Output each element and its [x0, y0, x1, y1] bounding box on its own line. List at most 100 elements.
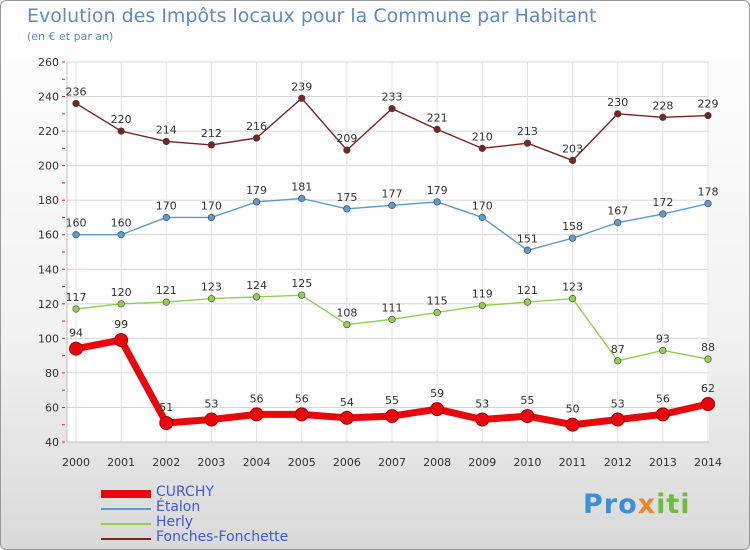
data-point	[207, 213, 216, 222]
data-label: 220	[111, 113, 132, 126]
data-label: 55	[385, 394, 399, 407]
data-point	[433, 198, 441, 206]
legend-swatch	[101, 538, 151, 540]
x-tick-label: 2006	[333, 456, 361, 469]
data-label: 160	[111, 217, 132, 230]
data-point	[252, 198, 261, 206]
data-label: 108	[336, 307, 357, 320]
data-point	[659, 210, 667, 218]
data-point	[388, 315, 396, 323]
data-label: 172	[652, 196, 673, 209]
data-label: 93	[656, 332, 670, 345]
data-point	[523, 298, 532, 306]
data-point	[430, 402, 445, 417]
data-point	[298, 291, 306, 299]
data-label: 53	[475, 398, 489, 411]
x-tick-label: 2008	[423, 456, 451, 469]
x-tick-label: 2009	[468, 456, 496, 469]
data-point	[72, 305, 80, 313]
data-point	[388, 201, 396, 209]
legend-swatch	[101, 508, 151, 510]
data-label: 56	[295, 392, 309, 405]
data-label: 99	[114, 318, 128, 331]
data-label: 179	[427, 184, 448, 197]
data-label: 239	[291, 80, 312, 93]
data-point	[162, 137, 170, 146]
data-point	[162, 213, 170, 222]
y-tick-label: 200	[38, 160, 59, 173]
data-point	[252, 134, 261, 142]
data-label: 50	[566, 403, 580, 416]
x-tick-label: 2003	[197, 456, 225, 469]
data-label: 212	[201, 127, 222, 140]
data-label: 117	[66, 291, 87, 304]
data-label: 158	[562, 220, 583, 233]
data-label: 213	[517, 125, 538, 138]
x-tick-label: 2011	[559, 456, 587, 469]
data-point	[478, 213, 486, 222]
data-label: 124	[246, 279, 267, 292]
data-point	[704, 355, 712, 363]
data-point	[204, 412, 219, 427]
x-tick-label: 2007	[378, 456, 406, 469]
data-point	[72, 231, 80, 239]
data-label: 181	[291, 180, 312, 193]
data-label: 233	[382, 91, 403, 104]
x-tick-label: 2010	[513, 456, 541, 469]
x-tick-label: 2005	[288, 456, 316, 469]
data-label: 55	[520, 394, 534, 407]
data-point	[69, 341, 83, 356]
data-point	[72, 99, 80, 108]
data-point	[659, 113, 667, 121]
data-label: 214	[156, 123, 177, 136]
data-label: 54	[340, 396, 354, 409]
y-tick-label: 240	[38, 91, 59, 104]
data-labels: 236 220 214 212 216 239 209 233 221 210 213 203 230 2…	[66, 80, 719, 415]
data-point	[523, 139, 532, 147]
data-point	[298, 94, 306, 102]
data-point	[520, 409, 535, 424]
data-point	[117, 231, 125, 239]
data-point	[614, 357, 622, 365]
data-point	[568, 156, 577, 165]
data-point	[523, 246, 532, 254]
data-point	[385, 409, 399, 424]
axes: 40 60 80 100 120 140 160 180 200 220 240 260 2000 200…	[38, 56, 722, 469]
data-point	[701, 397, 715, 411]
y-tick-label: 80	[45, 367, 59, 380]
data-label: 115	[427, 294, 448, 307]
data-point	[114, 333, 129, 348]
y-tick-label: 60	[45, 401, 59, 414]
legend-label: Étalon	[156, 499, 201, 515]
data-point	[610, 412, 625, 427]
x-tick-label: 2013	[649, 456, 677, 469]
data-label: 120	[111, 286, 132, 299]
x-tick-label: 2000	[62, 456, 90, 469]
data-point	[252, 293, 261, 301]
data-point	[614, 110, 622, 118]
data-point	[207, 141, 216, 149]
data-point	[343, 205, 351, 213]
data-label: 111	[382, 301, 403, 314]
x-tick-label: 2012	[604, 456, 632, 469]
data-point	[568, 234, 577, 242]
data-label: 221	[427, 111, 448, 124]
data-label: 88	[701, 341, 715, 354]
legend-swatch	[101, 523, 151, 525]
legend-label: Herly	[156, 514, 194, 530]
data-label: 62	[701, 382, 715, 395]
data-point	[117, 300, 125, 308]
data-point	[655, 407, 670, 422]
data-point	[343, 146, 351, 154]
data-point	[433, 125, 441, 133]
data-label: 209	[336, 132, 357, 145]
data-label: 51	[159, 401, 173, 414]
data-label: 178	[698, 186, 719, 199]
y-tick-label: 260	[38, 56, 59, 69]
data-label: 119	[472, 288, 493, 301]
data-point	[294, 407, 309, 422]
data-label: 216	[246, 120, 267, 133]
data-label: 203	[562, 142, 583, 155]
data-label: 151	[517, 232, 538, 245]
